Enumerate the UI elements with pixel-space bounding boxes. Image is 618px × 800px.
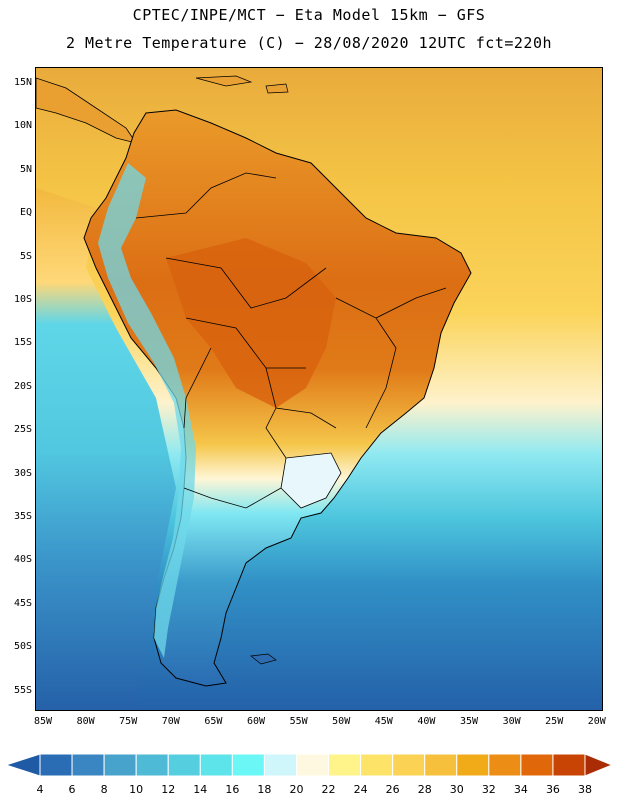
colorbar-label: 8 xyxy=(100,783,108,796)
colorbar-swatch xyxy=(456,753,490,777)
colorbar-swatch xyxy=(263,753,297,777)
colorbar-swatch xyxy=(199,753,233,777)
latitude-label: 15N xyxy=(13,77,32,88)
colorbar-label: 6 xyxy=(68,783,76,796)
latitude-label: 10S xyxy=(13,294,32,305)
colorbar-swatch xyxy=(167,753,201,777)
map-title-line1: CPTEC/INPE/MCT − Eta Model 15km − GFS xyxy=(132,6,486,24)
colorbar-label: 22 xyxy=(321,783,336,796)
colorbar-label: 4 xyxy=(36,783,44,796)
colorbar-swatch xyxy=(360,753,394,777)
colorbar-label: 38 xyxy=(578,783,592,796)
temperature-map xyxy=(35,67,603,711)
longitude-label: 30W xyxy=(502,716,521,727)
colorbar-label: 24 xyxy=(353,783,368,796)
longitude-label: 45W xyxy=(374,716,393,727)
colorbar-label: 26 xyxy=(385,783,400,796)
colorbar-label: 14 xyxy=(193,783,208,796)
colorbar-swatch xyxy=(552,753,586,777)
longitude-label: 70W xyxy=(161,716,180,727)
falkland-islands xyxy=(250,653,277,665)
map-canvas xyxy=(36,68,602,710)
andes-mountains xyxy=(98,163,196,658)
latitude-label: 20S xyxy=(13,380,32,392)
colorbar-swatch xyxy=(135,753,169,777)
colorbar-label: 12 xyxy=(161,783,176,796)
hot-core-region xyxy=(166,238,336,408)
colorbar-swatch xyxy=(39,753,73,777)
longitude-label: 75W xyxy=(119,716,138,727)
colorbar-swatch xyxy=(71,753,105,777)
longitude-label: 85W xyxy=(33,716,53,727)
colorbar-label: 16 xyxy=(225,783,240,796)
colorbar-label: 20 xyxy=(289,783,304,796)
latitude-label: 45S xyxy=(13,597,32,609)
latitude-label: 25S xyxy=(13,424,32,436)
colorbar-label: 30 xyxy=(449,783,464,796)
colorbar-low-arrow xyxy=(4,753,41,777)
longitude-label: 80W xyxy=(76,716,95,727)
colorbar-swatch xyxy=(424,753,458,777)
colorbar-label: 28 xyxy=(417,783,432,796)
latitude-label: 5S xyxy=(19,250,32,262)
pacific-ocean xyxy=(36,188,176,710)
colorbar-label: 32 xyxy=(481,783,496,796)
latitude-label: EQ xyxy=(19,207,32,219)
longitude-label: 35W xyxy=(459,716,479,727)
latitude-label: 10N xyxy=(13,120,32,132)
latitude-label: 40S xyxy=(13,554,32,566)
colorbar-label: 10 xyxy=(129,783,144,796)
colorbar-swatch xyxy=(328,753,362,777)
caribbean-island xyxy=(265,83,289,94)
colorbar-swatch xyxy=(295,753,330,777)
colorbar-swatch xyxy=(231,753,265,777)
colorbar-high-arrow xyxy=(584,753,614,777)
longitude-label: 55W xyxy=(289,716,308,727)
map-title-line2: 2 Metre Temperature (C) − 28/08/2020 12U… xyxy=(65,34,553,52)
latitude-label: 35S xyxy=(13,511,32,522)
longitude-label: 40W xyxy=(417,716,436,727)
longitude-label: 50W xyxy=(332,716,351,727)
latitude-label: 15S xyxy=(13,337,32,349)
caribbean-island xyxy=(195,75,253,87)
latitude-label: 5N xyxy=(19,163,32,175)
colorbar-swatch xyxy=(103,753,137,777)
latitude-label: 30S xyxy=(13,467,32,479)
colorbar-swatch xyxy=(520,753,554,777)
colorbar-label: 18 xyxy=(257,783,272,796)
country-borders xyxy=(135,172,447,509)
central-america xyxy=(36,77,137,144)
longitude-label: 20W xyxy=(587,716,606,727)
longitude-label: 60W xyxy=(246,716,266,727)
colorbar-swatch xyxy=(488,753,522,777)
longitude-label: 25W xyxy=(545,716,564,727)
colorbar-swatch xyxy=(392,753,426,777)
colorbar-label: 36 xyxy=(545,783,560,796)
latitude-label: 50S xyxy=(13,641,32,653)
latitude-label: 55S xyxy=(13,684,32,696)
temperature-colorbar xyxy=(4,753,614,777)
colorbar-label: 34 xyxy=(513,783,528,796)
longitude-label: 65W xyxy=(204,716,223,727)
